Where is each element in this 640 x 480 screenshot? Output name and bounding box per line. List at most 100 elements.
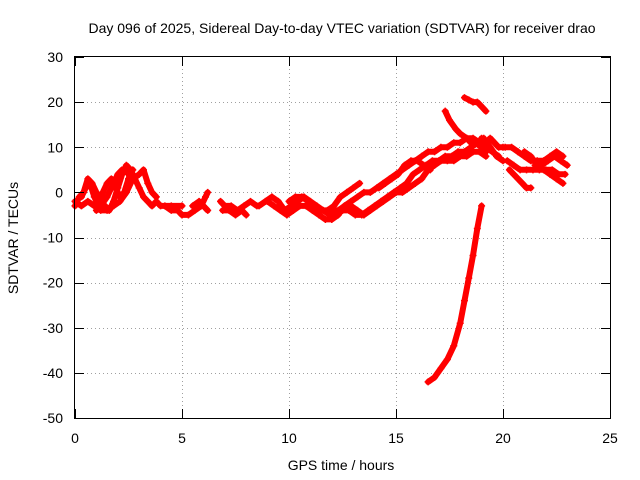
y-tick-label: 0 [55,184,63,200]
data-point [349,184,357,192]
data-point [488,148,496,156]
data-point [388,175,396,183]
data-point [450,157,458,165]
data-point [469,148,477,156]
data-point [225,206,233,214]
data-point [276,206,284,214]
data-point [148,188,156,196]
data-point [161,202,169,210]
data-point [394,170,402,178]
x-tick-label: 15 [388,430,404,446]
data-point [437,157,445,165]
data-point [424,148,432,156]
data-point [77,202,85,210]
data-point [120,188,128,196]
data-point [178,211,186,219]
data-point [114,170,122,178]
series-arc-4 [92,166,135,214]
data-point [139,193,147,201]
data-point [443,355,451,363]
data-point [341,202,349,210]
data-point [238,206,246,214]
x-axis-label: GPS time / hours [288,457,395,473]
x-tick-label: 25 [602,430,618,446]
data-point [503,157,511,165]
data-point [366,206,374,214]
series-arc-13 [375,157,434,192]
data-point [431,148,439,156]
data-point [505,166,513,174]
data-point [135,184,143,192]
series-arc-17 [424,202,486,386]
data-point [523,166,531,174]
data-point [490,139,498,147]
data-point [189,202,197,210]
data-point [285,197,293,205]
data-point [328,215,336,223]
data-point [437,143,445,151]
data-point [103,206,111,214]
data-point [482,148,490,156]
series-arc-20 [505,166,535,192]
data-point [478,143,486,151]
data-point [540,166,548,174]
x-tick-label: 0 [71,430,79,446]
data-point [110,202,118,210]
data-point [309,206,317,214]
data-point [289,206,297,214]
data-point [242,211,250,219]
data-point [553,148,560,156]
data-point [418,152,426,160]
data-point [311,202,319,210]
chart-title: Day 096 of 2025, Sidereal Day-to-day VTE… [88,20,595,36]
data-point [411,179,419,187]
data-point [501,143,509,151]
data-point [428,157,436,165]
data-point [167,206,175,214]
y-tick-label: 30 [47,49,63,65]
series-arc-12 [328,148,490,219]
data-point [84,197,92,205]
data-point [420,161,428,169]
grid [75,57,610,418]
y-tick-label: -10 [43,230,63,246]
data-point [405,184,413,192]
data-point [270,202,278,210]
data-point [473,98,481,106]
data-point [148,202,156,210]
data-point [204,188,212,196]
y-tick-label: 20 [47,94,63,110]
data-point [274,197,282,205]
data-point [473,224,481,232]
data-point [84,175,92,183]
series-arc-6 [189,197,212,214]
data-point [478,202,486,210]
series-arc-15 [460,94,490,115]
data-point [495,152,503,160]
data-point [334,206,342,214]
data-point [463,152,471,160]
data-point [375,184,383,192]
data-point [360,188,368,196]
data-point [135,170,143,178]
data-point [529,166,537,174]
plot-frame [74,56,611,419]
data-point [347,202,355,210]
data-point [456,130,464,138]
data-point [97,202,105,210]
data-point [546,170,554,178]
data-point [351,211,359,219]
data-point [291,193,299,201]
data-points [71,94,571,386]
series-track [189,198,211,214]
data-point [139,166,147,174]
data-point [456,139,464,147]
series-arc-11 [285,179,364,214]
data-point [116,193,124,201]
data-point [99,188,107,196]
data-point [441,107,449,115]
data-point [103,179,111,187]
data-point [518,179,526,187]
